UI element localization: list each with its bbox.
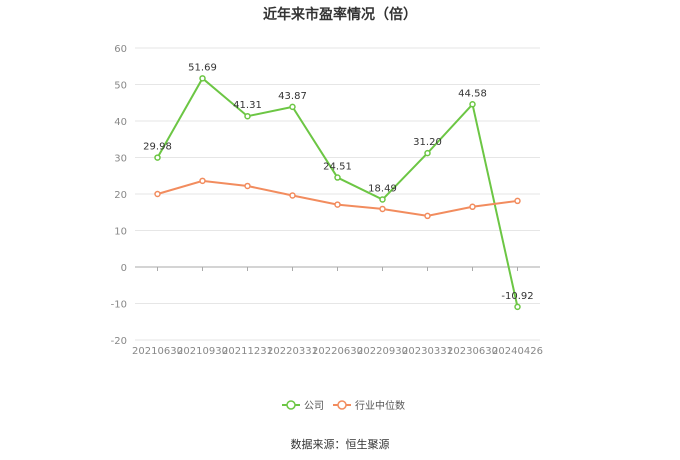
y-tick-label: 20 bbox=[114, 190, 127, 201]
x-tick-label: 20210930 bbox=[177, 346, 228, 357]
legend-label-0: 公司 bbox=[304, 401, 324, 412]
x-tick-label: 20220630 bbox=[312, 346, 363, 357]
y-tick-label: 10 bbox=[114, 227, 127, 238]
data-point bbox=[289, 192, 296, 199]
data-point bbox=[514, 303, 521, 311]
y-tick-label: 0 bbox=[121, 263, 127, 274]
y-tick-label: -10 bbox=[111, 300, 127, 311]
x-tick-label: 20210630 bbox=[132, 346, 183, 357]
data-point bbox=[424, 149, 431, 157]
data-label: 43.87 bbox=[278, 91, 307, 102]
data-point bbox=[514, 197, 521, 205]
data-point bbox=[289, 103, 296, 111]
data-label: 29.98 bbox=[143, 142, 172, 153]
series-line-0 bbox=[156, 76, 519, 308]
chart-title: 近年来市盈率情况（倍） bbox=[263, 7, 417, 23]
series-line-1 bbox=[157, 179, 518, 217]
y-tick-label: 30 bbox=[114, 154, 127, 165]
y-tick-label: 50 bbox=[114, 81, 127, 92]
data-point bbox=[469, 101, 476, 108]
x-tick-label: 20220331 bbox=[267, 346, 318, 357]
data-label: 18.49 bbox=[368, 184, 397, 195]
data-label: 51.69 bbox=[188, 62, 217, 73]
legend-label-1: 行业中位数 bbox=[355, 399, 405, 412]
legend-marker-1 bbox=[337, 400, 347, 410]
data-point bbox=[154, 190, 161, 198]
legend-marker-0 bbox=[286, 400, 296, 410]
y-tick-label: 40 bbox=[114, 117, 127, 128]
data-label: 41.31 bbox=[233, 100, 262, 111]
x-tick-label: 20220930 bbox=[357, 346, 408, 357]
x-tick-label: 20240426 bbox=[492, 346, 543, 357]
x-tick-label: 20211231 bbox=[222, 346, 273, 357]
data-point bbox=[244, 182, 251, 190]
data-label: 31.20 bbox=[413, 137, 442, 148]
data-label: -10.92 bbox=[501, 291, 533, 302]
data-point bbox=[379, 205, 386, 213]
x-tick-label: 20230630 bbox=[447, 346, 498, 357]
data-point bbox=[424, 212, 431, 220]
data-point bbox=[199, 75, 206, 82]
data-point bbox=[199, 177, 206, 185]
source-note: 数据来源：恒生聚源 bbox=[290, 438, 390, 451]
data-point bbox=[154, 154, 161, 161]
data-point bbox=[334, 201, 341, 208]
data-point bbox=[244, 112, 251, 120]
data-point bbox=[379, 196, 386, 203]
y-tick-label: -20 bbox=[111, 336, 127, 347]
data-point bbox=[469, 203, 476, 211]
x-tick-label: 20230331 bbox=[402, 346, 453, 357]
data-label: 44.58 bbox=[458, 88, 487, 99]
data-label: 24.51 bbox=[323, 162, 352, 173]
y-tick-label: 60 bbox=[114, 44, 127, 55]
data-point bbox=[334, 174, 341, 181]
